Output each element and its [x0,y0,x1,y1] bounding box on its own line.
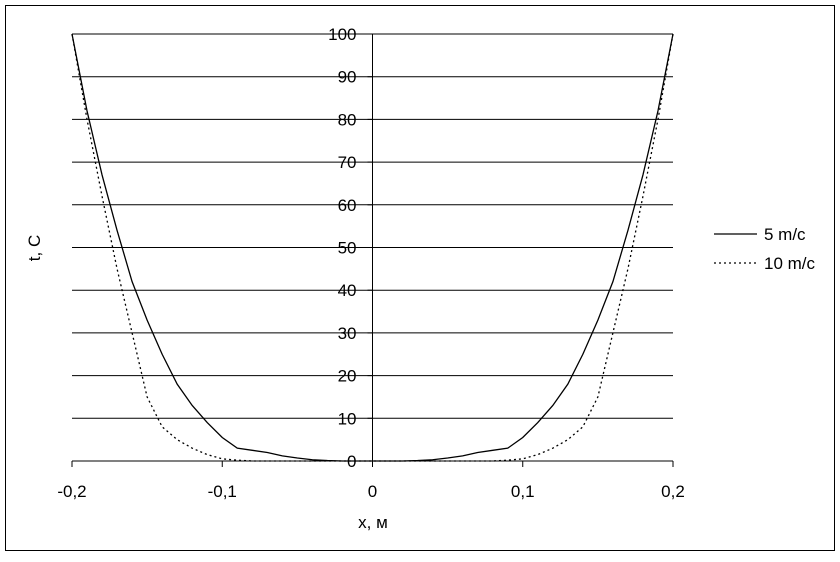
y-tick-label: 80 [338,110,357,129]
y-tick-label: 90 [338,68,357,87]
y-tick-label: 10 [338,409,357,428]
series-line [71,33,674,462]
y-tick-label: 60 [338,196,357,215]
x-tick-label: 0,2 [661,482,685,501]
x-tick-label: -0,1 [208,482,237,501]
legend-label: 5 m/c [764,225,806,244]
y-tick-label: 70 [338,153,357,172]
x-tick-label: 0,1 [511,482,535,501]
y-tick-label: 30 [338,324,357,343]
x-axis-label: x, м [358,513,388,532]
y-axis-label: t, C [25,235,44,261]
chart-border [5,5,835,551]
x-tick-label: -0,2 [57,482,86,501]
x-tick-label: 0 [368,482,377,501]
y-tick-label: 50 [338,239,357,258]
legend-label: 10 m/c [764,254,816,273]
y-tick-label: 20 [338,367,357,386]
y-tick-label: 100 [328,25,356,44]
y-tick-label: 40 [338,281,357,300]
